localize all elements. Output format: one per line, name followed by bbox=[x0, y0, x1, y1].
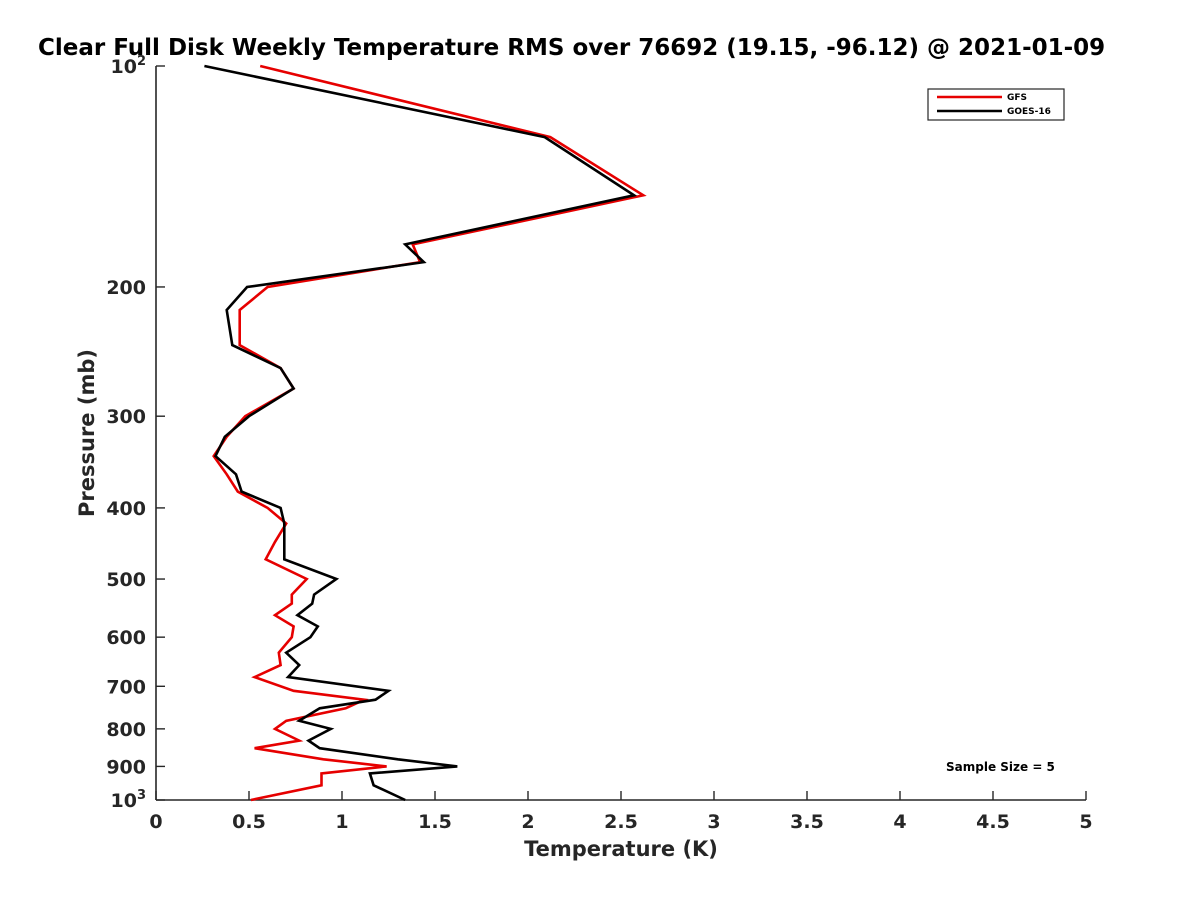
y-tick-label: 600 bbox=[106, 627, 146, 649]
y-tick-label: 500 bbox=[106, 569, 146, 591]
x-tick-label: 1 bbox=[335, 811, 348, 833]
y-tick-exponent: 2 bbox=[137, 54, 146, 69]
x-tick-label: 2.5 bbox=[604, 811, 638, 833]
x-tick-label: 1.5 bbox=[418, 811, 452, 833]
y-tick-label: 900 bbox=[106, 756, 146, 778]
x-tick-label: 4 bbox=[893, 811, 906, 833]
x-axis-label: Temperature (K) bbox=[524, 837, 718, 861]
x-tick-label: 5 bbox=[1079, 811, 1092, 833]
y-tick-label: 300 bbox=[106, 406, 146, 428]
y-tick-base: 10 bbox=[111, 790, 137, 812]
series-line-goes16 bbox=[204, 64, 638, 802]
y-axis-label: Pressure (mb) bbox=[75, 349, 99, 517]
x-tick-label: 3 bbox=[707, 811, 720, 833]
y-tick-label: 400 bbox=[106, 498, 146, 520]
x-axis-ticks: 0 0.5 1 1.5 2 2.5 3 3.5 4 4.5 5 bbox=[149, 791, 1093, 833]
y-tick-label: 102 bbox=[111, 54, 147, 78]
y-tick-label: 700 bbox=[106, 676, 146, 698]
x-tick-label: 4.5 bbox=[976, 811, 1010, 833]
x-tick-label: 2 bbox=[521, 811, 534, 833]
x-tick-label: 3.5 bbox=[790, 811, 824, 833]
y-tick-exponent: 3 bbox=[137, 788, 146, 803]
legend: GFS GOES-16 bbox=[927, 88, 1065, 121]
y-tick-base: 10 bbox=[111, 56, 137, 78]
y-tick-label: 200 bbox=[106, 277, 146, 299]
legend-label-goes16: GOES-16 bbox=[1007, 107, 1051, 117]
x-tick-label: 0 bbox=[149, 811, 162, 833]
x-tick-label: 0.5 bbox=[232, 811, 266, 833]
series-layer bbox=[204, 64, 647, 802]
series-line-gfs bbox=[212, 64, 647, 802]
y-tick-label: 800 bbox=[106, 719, 146, 741]
legend-label-gfs: GFS bbox=[1007, 93, 1027, 103]
sample-size-annotation: Sample Size = 5 bbox=[946, 760, 1055, 774]
y-tick-label: 103 bbox=[111, 788, 147, 812]
chart-title: Clear Full Disk Weekly Temperature RMS o… bbox=[38, 35, 1105, 61]
legend-box bbox=[927, 88, 1065, 121]
